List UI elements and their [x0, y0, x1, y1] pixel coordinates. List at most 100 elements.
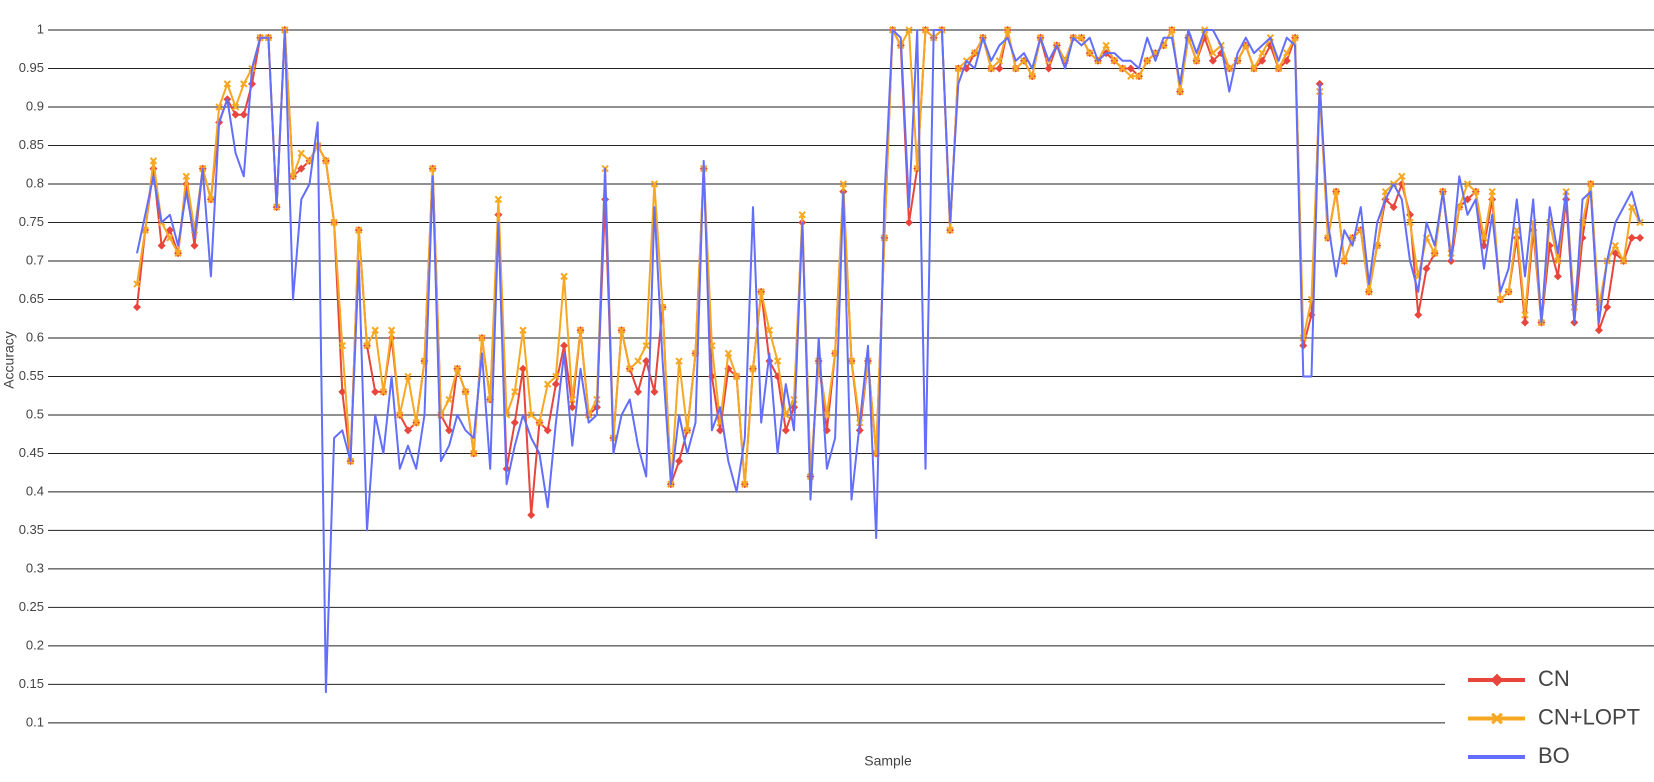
marker [716, 426, 725, 435]
marker [1627, 233, 1636, 242]
marker [519, 326, 527, 334]
legend-marker [1490, 673, 1504, 687]
marker [1619, 257, 1628, 265]
marker [1365, 288, 1373, 296]
marker [1168, 26, 1176, 34]
marker [823, 411, 831, 419]
y-tick-label: 0.55 [19, 368, 44, 383]
marker [568, 395, 577, 404]
y-tick-label: 0.35 [19, 522, 44, 537]
marker [379, 388, 388, 396]
marker [1283, 49, 1291, 57]
marker [1340, 257, 1349, 265]
marker [634, 387, 642, 396]
marker [527, 411, 535, 419]
marker [839, 180, 848, 188]
marker [954, 64, 963, 73]
marker [971, 49, 979, 57]
y-tick-label: 0.5 [26, 406, 44, 421]
marker [1274, 64, 1283, 73]
marker [428, 164, 437, 173]
marker [511, 388, 519, 396]
marker [338, 341, 347, 350]
marker [1603, 303, 1612, 312]
marker [1044, 64, 1053, 73]
marker [634, 357, 642, 365]
marker [1406, 218, 1414, 227]
marker [683, 426, 691, 435]
marker [1192, 57, 1201, 65]
marker [535, 418, 544, 427]
marker [781, 426, 790, 435]
marker [133, 280, 141, 288]
marker [560, 341, 569, 350]
y-tick-label: 0.45 [19, 445, 44, 460]
legend-label: BO [1538, 743, 1570, 768]
marker [675, 457, 684, 466]
marker [741, 480, 749, 488]
marker [568, 403, 577, 412]
marker [1143, 57, 1151, 65]
marker [995, 64, 1004, 73]
marker [1587, 180, 1595, 188]
marker [396, 411, 404, 419]
marker [1127, 72, 1135, 80]
y-tick-label: 0.25 [19, 599, 44, 614]
marker [1332, 187, 1340, 196]
marker [445, 395, 453, 404]
marker [642, 341, 650, 350]
marker [445, 426, 454, 435]
marker [1636, 233, 1644, 242]
marker [371, 387, 380, 396]
marker [946, 226, 954, 234]
y-tick-label: 0.75 [19, 214, 44, 229]
marker [1504, 288, 1513, 296]
marker [905, 26, 913, 34]
marker [732, 372, 741, 381]
marker [1135, 72, 1143, 80]
marker [149, 157, 158, 165]
marker [576, 326, 585, 334]
marker [987, 64, 995, 73]
marker [371, 326, 379, 334]
marker [157, 241, 166, 250]
y-tick-label: 1 [37, 21, 44, 36]
marker [1521, 318, 1530, 327]
marker [1414, 310, 1423, 319]
y-tick-label: 0.1 [26, 714, 44, 729]
marker [905, 218, 914, 227]
marker [231, 103, 240, 111]
marker [470, 449, 478, 458]
marker [642, 357, 651, 366]
marker [494, 195, 503, 204]
y-tick-label: 0.9 [26, 98, 44, 113]
series [136, 29, 1641, 694]
legend-marker [1491, 712, 1503, 725]
marker [412, 418, 420, 427]
x-axis-label: Sample [864, 753, 912, 769]
marker [1422, 264, 1431, 273]
marker [338, 387, 347, 396]
marker [1110, 57, 1119, 65]
marker [551, 380, 560, 389]
marker [1250, 64, 1258, 73]
marker [995, 57, 1004, 65]
marker [404, 372, 412, 381]
grid: 1 0.95 0.9 0.85 0.8 0.75 0.7 0.65 0.6 0.55 0.5 0.45… [19, 21, 1654, 729]
marker [626, 365, 634, 373]
legend: CN CN+LOPT BO [1445, 658, 1654, 782]
marker [1126, 64, 1135, 73]
marker [223, 80, 232, 88]
marker [297, 149, 305, 157]
marker [231, 110, 240, 119]
marker [1258, 49, 1266, 57]
y-tick-label: 0.15 [19, 676, 44, 691]
y-tick-label: 0.2 [26, 637, 44, 652]
marker [453, 365, 462, 373]
marker [1028, 72, 1036, 80]
marker [650, 180, 659, 188]
marker [1430, 249, 1439, 257]
marker [1003, 26, 1012, 34]
marker [363, 341, 371, 350]
